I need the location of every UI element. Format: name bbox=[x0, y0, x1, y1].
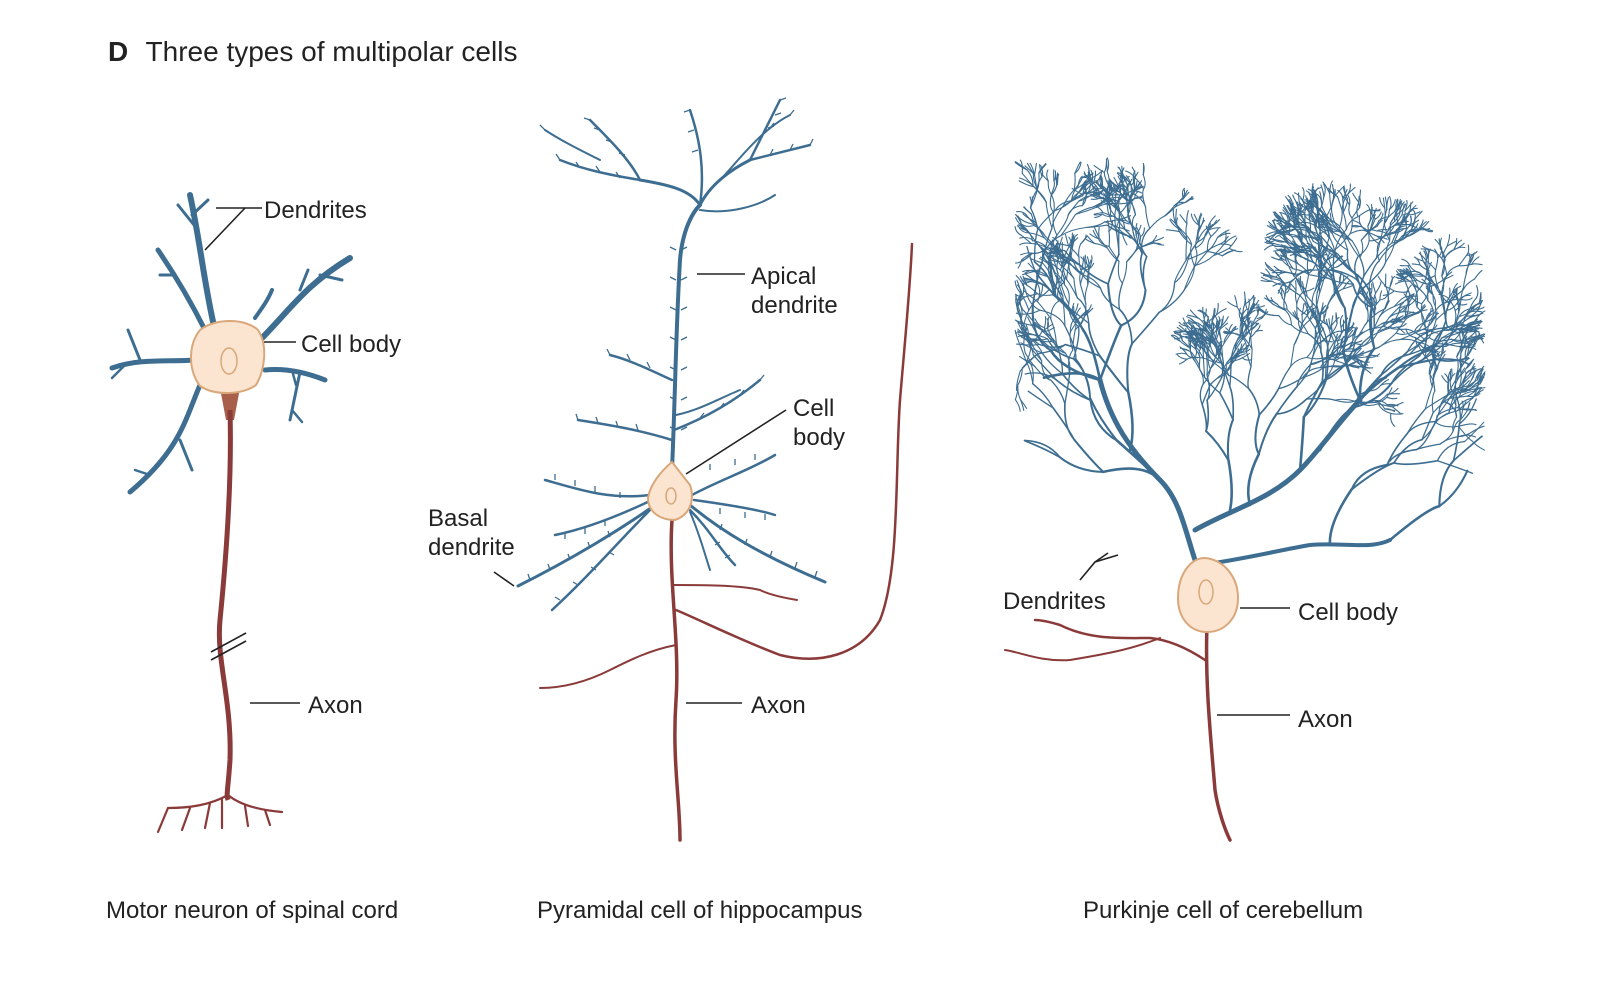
motor-neuron-dendrites bbox=[109, 192, 353, 495]
purkinje-cell-body-label: Cell body bbox=[1298, 599, 1399, 626]
purkinje-leaders bbox=[1079, 552, 1290, 716]
pyramidal-leaders bbox=[493, 273, 787, 704]
pyramidal-nucleus bbox=[665, 487, 677, 505]
purkinje-nucleus bbox=[1198, 579, 1214, 605]
pyramidal-apical-label: Apical dendrite bbox=[751, 263, 838, 319]
pyramidal-basal-spines bbox=[527, 454, 818, 601]
pyramidal-axon-label: Axon bbox=[751, 692, 806, 719]
pyramidal-cell-caption: Pyramidal cell of hippocampus bbox=[537, 897, 863, 924]
panel-title: D Three types of multipolar cells bbox=[108, 36, 517, 68]
motor-cell-body-label: Cell body bbox=[301, 331, 402, 358]
motor-neuron-cell-body bbox=[190, 320, 266, 394]
pyramidal-cell-body-label: Cell body bbox=[793, 395, 846, 451]
purkinje-cell-caption: Purkinje cell of cerebellum bbox=[1083, 897, 1364, 924]
purkinje-cell bbox=[1004, 157, 1486, 842]
pyramidal-basal-dendrites bbox=[516, 453, 827, 612]
motor-dendrites-label: Dendrites bbox=[264, 197, 367, 224]
motor-neuron-axon-terminals bbox=[156, 793, 284, 834]
pyramidal-cell-body bbox=[646, 460, 693, 522]
purkinje-cell-body bbox=[1176, 556, 1240, 634]
purkinje-dendritic-arbor bbox=[1014, 157, 1486, 567]
motor-neuron-axon-hillock bbox=[220, 388, 240, 420]
panel-title-text: Three types of multipolar cells bbox=[145, 36, 518, 67]
pyramidal-apical-dendrite bbox=[544, 98, 812, 472]
motor-neuron-axon bbox=[216, 409, 233, 801]
motor-neuron-caption: Motor neuron of spinal cord bbox=[106, 897, 399, 924]
motor-axon-label: Axon bbox=[308, 692, 363, 719]
purkinje-axon-label: Axon bbox=[1298, 706, 1353, 733]
purkinje-axon bbox=[1004, 618, 1232, 842]
motor-neuron-leaders bbox=[204, 207, 300, 704]
pyramidal-axon bbox=[539, 242, 914, 842]
purkinje-dendrites-label: Dendrites bbox=[1003, 588, 1106, 615]
panel-letter: D bbox=[108, 36, 129, 67]
pyramidal-dendritic-spines bbox=[539, 97, 814, 431]
pyramidal-basal-label: Basal dendrite bbox=[428, 505, 515, 561]
pyramidal-cell bbox=[493, 97, 914, 842]
motor-neuron-nucleus bbox=[220, 347, 238, 375]
motor-neuron bbox=[109, 192, 353, 834]
motor-neuron-axon-cut-mark bbox=[210, 632, 247, 661]
